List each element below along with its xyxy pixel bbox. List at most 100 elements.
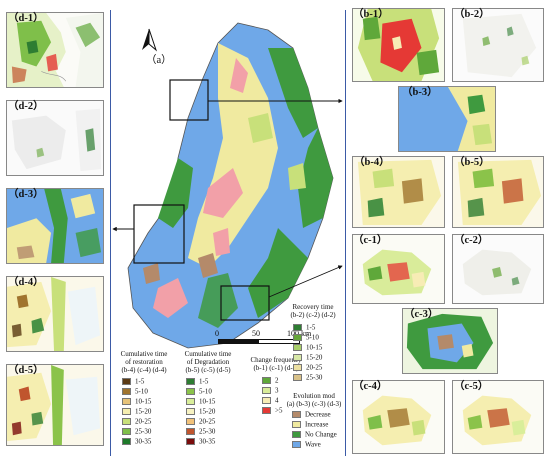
label-c3: （c-3） — [404, 309, 439, 320]
panel-b5-map — [453, 157, 543, 227]
label-c1: （c-1） — [353, 235, 388, 246]
legend-item-label: 2 — [275, 376, 279, 385]
legend-swatch — [186, 397, 195, 405]
legend-swatch — [186, 387, 195, 395]
label-b2: （b-2） — [454, 9, 490, 20]
label-c2: （c-2） — [454, 235, 489, 246]
legend-item-label: 25-30 — [135, 427, 152, 436]
legend-swatch — [292, 430, 301, 438]
legend-swatch — [122, 437, 131, 445]
legend-change-frequency-item: >5 — [262, 406, 282, 414]
main-map — [127, 22, 334, 349]
right-divider — [345, 10, 346, 456]
panel-b1-map — [353, 9, 444, 81]
legend-swatch — [122, 427, 131, 435]
legend-item-label: 25-30 — [306, 373, 323, 382]
label-d3: （d-3） — [8, 189, 44, 200]
panel-d2-map — [7, 101, 103, 175]
legend-recovery-item: 1-5 — [293, 323, 315, 331]
legend-swatch — [293, 363, 302, 371]
label-d4: （d-4） — [8, 277, 44, 288]
left-divider — [110, 10, 111, 456]
legend-degradation-item: 20-25 — [186, 417, 215, 425]
legend-item-label: 10-15 — [306, 343, 323, 352]
panel-b3-map — [399, 87, 495, 151]
legend-restoration-item: 15-20 — [122, 407, 151, 415]
panel-d4-map — [7, 277, 103, 351]
panel-c1 — [352, 234, 445, 304]
label-d5: （d-5） — [8, 365, 44, 376]
legend-swatch — [186, 407, 195, 415]
legend-item-label: 20-25 — [306, 363, 323, 372]
legend-evolution-item: Wave — [292, 440, 321, 448]
panel-d5-map — [7, 365, 103, 445]
panel-c3 — [402, 308, 498, 374]
legend-evolution-item: Increase — [292, 420, 328, 428]
legend-degradation-item: 10-15 — [186, 397, 215, 405]
legend-recovery-item: 20-25 — [293, 363, 322, 371]
legend-item-label: 5-10 — [306, 333, 319, 342]
label-b3: （b-3） — [402, 87, 438, 98]
legend-swatch — [293, 353, 302, 361]
panel-b4 — [352, 156, 445, 228]
panel-b2 — [452, 8, 544, 82]
legend-recovery-item: 10-15 — [293, 343, 322, 351]
panel-c4 — [352, 380, 445, 454]
legend-degradation-item: 5-10 — [186, 387, 212, 395]
panel-d2 — [6, 100, 104, 176]
legend-item-label: 30-35 — [135, 437, 152, 446]
legend-change-frequency-item: 4 — [262, 396, 279, 404]
label-a: （a） — [146, 55, 172, 66]
panel-d5 — [6, 364, 104, 446]
legend-evolution-item: No Change — [292, 430, 337, 438]
legend-degradation-item: 25-30 — [186, 427, 215, 435]
panel-c1-map — [353, 235, 444, 303]
scale-tick-100: 100 km — [287, 329, 312, 338]
panel-b5 — [452, 156, 544, 228]
panel-c3-map — [403, 309, 497, 373]
legend-swatch — [186, 427, 195, 435]
label-d1: （d-1） — [8, 13, 44, 24]
legend-item-label: No Change — [305, 430, 337, 439]
legend-change-frequency-title: Change frequency (b-1) (c-1) (d-1) — [250, 356, 302, 372]
legend-swatch — [186, 437, 195, 445]
legend-restoration-item: 1-5 — [122, 377, 144, 385]
north-arrow-icon — [142, 28, 158, 52]
legend-recovery-item: 25-30 — [293, 373, 322, 381]
label-c4: （c-4） — [353, 381, 388, 392]
panel-c4-map — [353, 381, 444, 453]
legend-swatch — [293, 343, 302, 351]
legend-item-label: 3 — [275, 386, 279, 395]
legend-swatch — [292, 410, 301, 418]
legend-item-label: 5-10 — [135, 387, 148, 396]
legend-swatch — [292, 420, 301, 428]
legend-restoration-item: 10-15 — [122, 397, 151, 405]
legend-item-label: 15-20 — [199, 407, 216, 416]
legend-item-label: 15-20 — [306, 353, 323, 362]
panel-c2 — [452, 234, 544, 304]
legend-swatch — [262, 396, 271, 404]
legend-item-label: 1-5 — [199, 377, 209, 386]
legend-swatch — [262, 406, 271, 414]
panel-b4-map — [353, 157, 444, 227]
legend-item-label: 10-15 — [135, 397, 152, 406]
panel-d3 — [6, 188, 104, 264]
legend-swatch — [122, 387, 131, 395]
scale-tick-50: 50 — [252, 329, 260, 338]
legend-swatch — [186, 417, 195, 425]
panel-d1 — [6, 12, 104, 88]
panel-c5 — [452, 380, 544, 454]
legend-restoration-item: 25-30 — [122, 427, 151, 435]
legend-item-label: 5-10 — [199, 387, 212, 396]
panel-d3-map — [7, 189, 103, 263]
legend-swatch — [122, 407, 131, 415]
panel-d1-map — [7, 13, 103, 87]
legend-swatch — [262, 386, 271, 394]
legend-restoration-item: 5-10 — [122, 387, 148, 395]
legend-change-frequency-item: 2 — [262, 376, 279, 384]
label-c5: （c-5） — [454, 381, 489, 392]
legend-item-label: 1-5 — [135, 377, 145, 386]
legend-swatch — [122, 417, 131, 425]
legend-recovery-item: 15-20 — [293, 353, 322, 361]
